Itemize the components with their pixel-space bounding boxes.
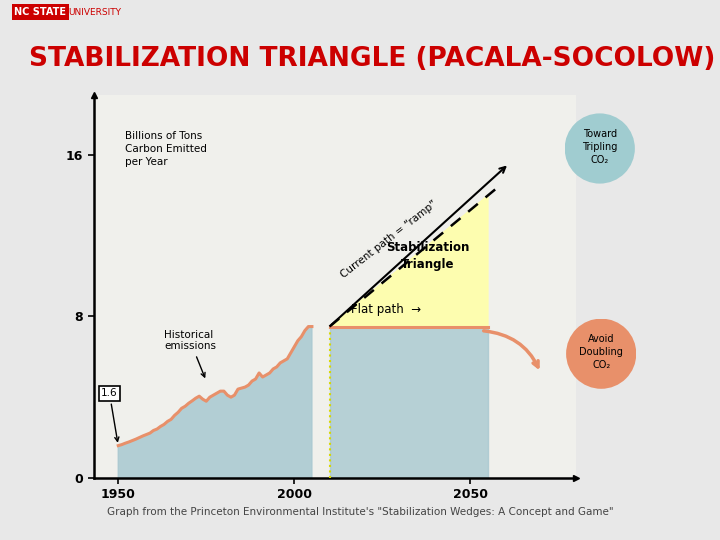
Ellipse shape — [564, 113, 635, 184]
Text: Flat path  →: Flat path → — [351, 303, 420, 316]
Text: Toward
Tripling
CO₂: Toward Tripling CO₂ — [582, 129, 618, 165]
Text: Current path = “ramp”: Current path = “ramp” — [339, 199, 439, 280]
Ellipse shape — [566, 319, 636, 389]
Polygon shape — [330, 327, 488, 478]
Text: Stabilization
Triangle: Stabilization Triangle — [387, 241, 469, 271]
Polygon shape — [330, 195, 488, 327]
Text: Historical
emissions: Historical emissions — [164, 330, 216, 377]
Text: Graph from the Princeton Environmental Institute's "Stabilization Wedges: A Conc: Graph from the Princeton Environmental I… — [107, 508, 613, 517]
Text: UNIVERSITY: UNIVERSITY — [68, 8, 122, 17]
Text: Billions of Tons
Carbon Emitted
per Year: Billions of Tons Carbon Emitted per Year — [125, 131, 207, 167]
Polygon shape — [118, 327, 312, 478]
Text: NC STATE: NC STATE — [14, 7, 66, 17]
Text: Avoid
Doubling
CO₂: Avoid Doubling CO₂ — [580, 334, 623, 370]
Text: 1.6: 1.6 — [101, 388, 119, 441]
Text: STABILIZATION TRIANGLE (PACALA-SOCOLOW): STABILIZATION TRIANGLE (PACALA-SOCOLOW) — [29, 46, 715, 72]
